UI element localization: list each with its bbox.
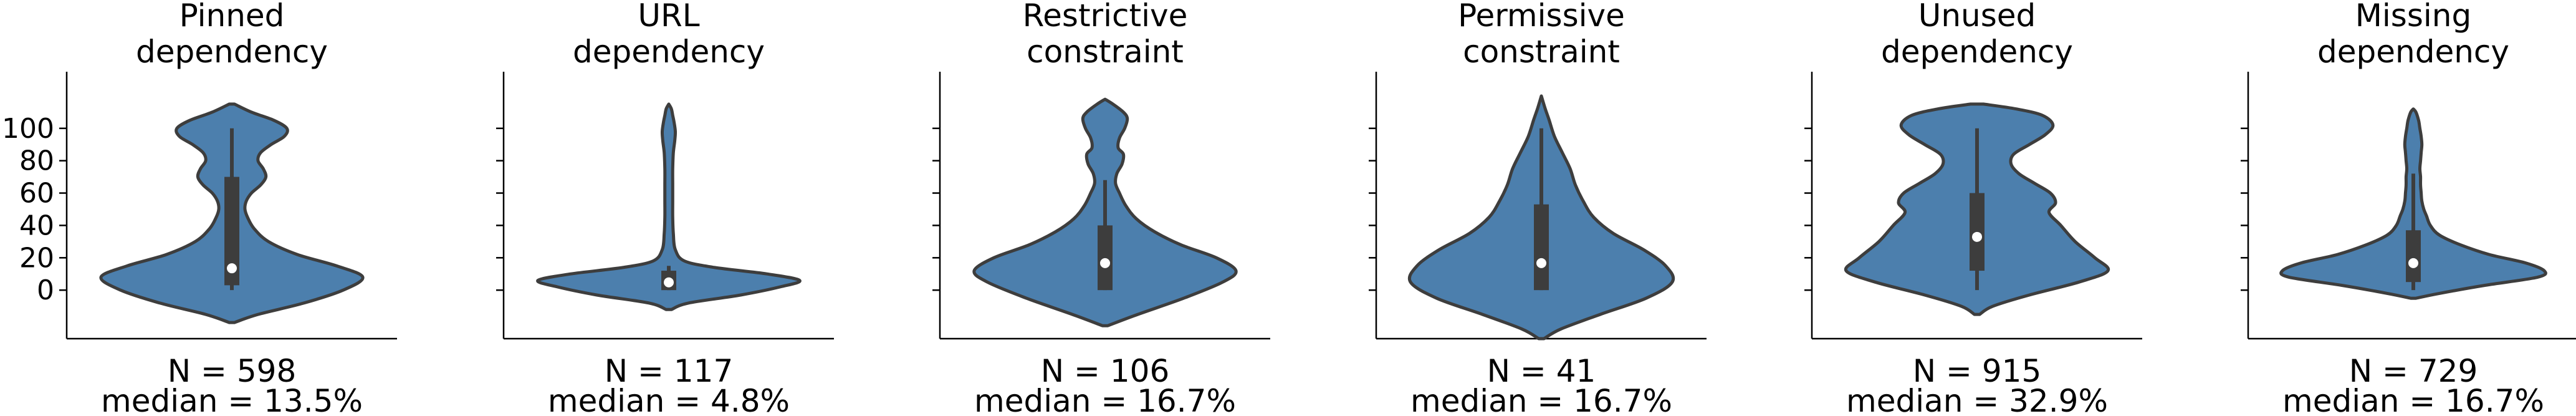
y-tick-label: 20	[19, 242, 54, 274]
median-label: median = 16.7%	[2282, 383, 2544, 416]
n-label: N = 41	[1487, 353, 1596, 389]
median-marker	[1972, 231, 1982, 242]
median-label: median = 16.7%	[1410, 383, 1672, 416]
median-label: median = 4.8%	[548, 383, 790, 416]
median-marker	[664, 277, 674, 288]
y-tick-label: 60	[19, 178, 54, 210]
n-label: N = 106	[1041, 353, 1170, 389]
iqr-box	[1970, 193, 1985, 271]
y-tick-label: 0	[37, 274, 54, 306]
iqr-box	[2406, 230, 2421, 283]
n-label: N = 117	[605, 353, 734, 389]
n-label: N = 915	[1913, 353, 2042, 389]
panel-title-line: dependency	[2317, 34, 2509, 70]
y-tick-label: 80	[19, 145, 54, 177]
median-marker	[1536, 258, 1546, 268]
iqr-box	[1098, 225, 1113, 291]
panel-title-line: Pinned	[180, 0, 285, 34]
panel-title-line: Unused	[1918, 0, 2036, 34]
n-label: N = 598	[168, 353, 297, 389]
panel-title-line: Permissive	[1458, 0, 1625, 34]
n-label: N = 729	[2349, 353, 2478, 389]
panel-title-line: dependency	[136, 34, 328, 70]
panel-title-line: dependency	[573, 34, 765, 70]
y-tick-label: 40	[19, 210, 54, 241]
panel-title-line: URL	[638, 0, 699, 34]
violin-body	[536, 102, 802, 311]
median-label: median = 13.5%	[101, 383, 363, 416]
panel-title-line: dependency	[1881, 34, 2073, 70]
panel-title-line: constraint	[1027, 34, 1184, 70]
panel-title-line: Missing	[2355, 0, 2471, 34]
median-label: median = 32.9%	[1846, 383, 2108, 416]
y-tick-label: 100	[2, 113, 54, 145]
median-marker	[1100, 258, 1110, 268]
panel-title-line: Restrictive	[1023, 0, 1188, 34]
median-label: median = 16.7%	[974, 383, 1236, 416]
panel-title-line: constraint	[1463, 34, 1620, 70]
iqr-box	[1534, 204, 1549, 291]
median-marker	[2408, 258, 2418, 268]
median-marker	[227, 263, 237, 274]
